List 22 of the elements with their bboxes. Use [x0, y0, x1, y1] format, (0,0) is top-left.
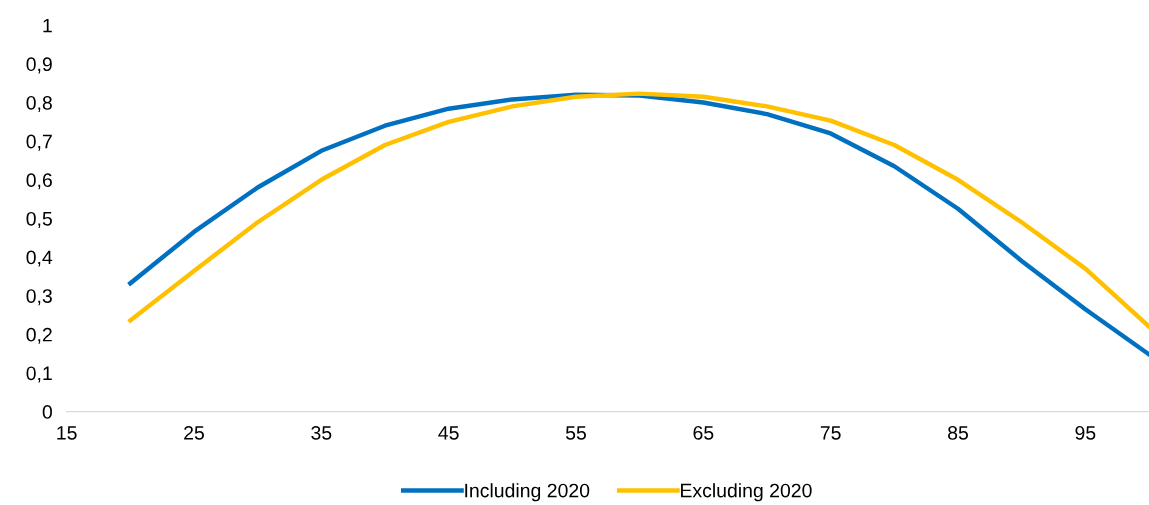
y-tick-label: 0,2: [26, 327, 52, 344]
x-tick-label: 45: [438, 426, 459, 440]
x-tick-label: 65: [693, 425, 714, 440]
x-tick-label: 35: [311, 425, 332, 440]
y-tick-label: 0: [42, 405, 52, 419]
y-tick-label: 0,3: [26, 289, 52, 306]
x-tick-label: 55: [565, 426, 586, 440]
y-tick-label: 0,9: [26, 57, 52, 74]
x-tick-label: 85: [948, 425, 968, 440]
y-tick-label: 0,6: [26, 173, 52, 190]
x-tick-label: 15: [57, 426, 77, 440]
x-tick-label: 95: [1075, 425, 1096, 440]
y-tick-label: 0,8: [26, 95, 52, 113]
y-tick-label: 0,1: [26, 366, 52, 383]
y-tick-label: 1: [43, 18, 52, 33]
legend-label: Excluding 2020: [681, 483, 812, 502]
x-tick-label: 75: [820, 426, 841, 440]
y-tick-label: 0,7: [26, 134, 52, 151]
legend-label: Including 2020: [465, 483, 590, 502]
y-tick-label: 0,5: [26, 211, 52, 228]
y-tick-label: 0,4: [26, 250, 53, 267]
x-tick-label: 25: [184, 425, 204, 440]
